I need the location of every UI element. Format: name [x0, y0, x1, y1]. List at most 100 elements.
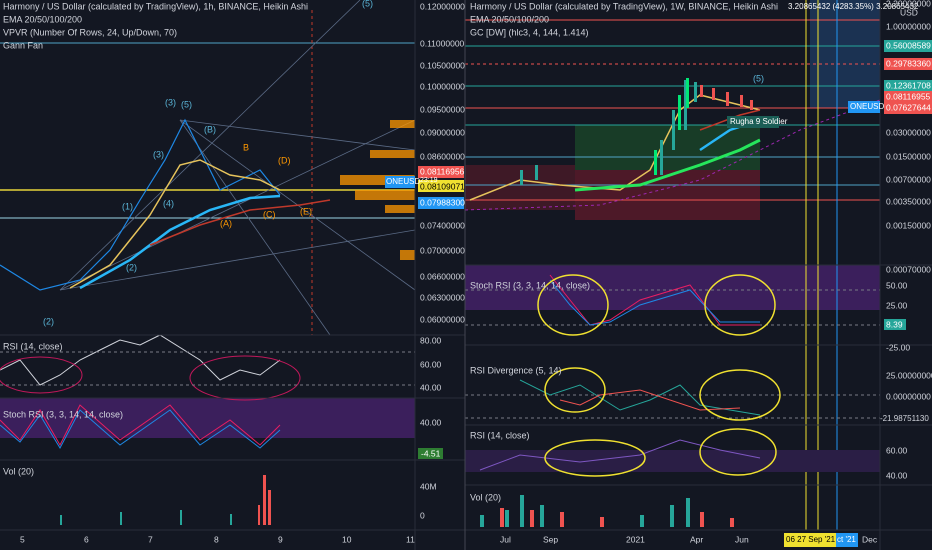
price-label: 0.08600000	[420, 151, 465, 161]
time-label: 23:19	[420, 177, 438, 184]
pane-title: RSI (14, close)	[470, 430, 530, 440]
axis-label: 0.00000000	[886, 391, 931, 401]
x-label: 8	[214, 534, 219, 544]
right-price-axis: ONEUSD USD 2.20000000 1.00000000 0.56008…	[848, 0, 932, 274]
price-label: 0.10500000	[420, 60, 465, 70]
x-label: 06 27 Sep '21	[786, 535, 836, 544]
waves: (5) (3) (5) (B) (1) (3) (4) (2) (2) B (D…	[43, 0, 373, 326]
wave-label: B	[243, 142, 249, 152]
x-label: 6	[84, 534, 89, 544]
x-label: 9	[278, 534, 283, 544]
price-label: 0.29783360	[886, 58, 931, 68]
wave-label: (1)	[122, 201, 133, 211]
pane-title: RSI Divergence (5, 14)	[470, 365, 562, 375]
wave-label: (2)	[126, 262, 137, 272]
axis-label: 25.00000000	[886, 370, 932, 380]
x-label: 10	[342, 534, 352, 544]
axis-label: 40.00	[420, 417, 442, 427]
price-label: 0.00150000	[886, 220, 931, 230]
price-label: 0.08116955	[886, 91, 931, 101]
price-label: 0.00070000	[886, 264, 931, 274]
header-line: VPVR (Number Of Rows, 24, Up/Down, 70)	[3, 27, 177, 37]
axis-label: 40.00	[886, 470, 908, 480]
right-chart: Rugha 9 Soldier (5)	[464, 0, 932, 550]
wave-label: (B)	[204, 124, 216, 134]
left-chart	[0, 0, 465, 550]
price-label: 0.07627644	[886, 102, 931, 112]
price-label: 0.07988300	[420, 197, 465, 207]
price-label: 0.06000000	[420, 314, 465, 324]
wave-label: (C)	[263, 209, 276, 219]
price-label: 0.12361708	[886, 80, 931, 90]
header-line: Gann Fan	[3, 40, 43, 50]
price-label: 0.10000000	[420, 81, 465, 91]
currency: USD	[900, 7, 918, 17]
pane-title: Stoch RSI (3, 3, 14, 14, close)	[3, 409, 123, 419]
tag-box	[727, 116, 779, 128]
price-label: 0.09500000	[420, 104, 465, 114]
price-label: 2.20000000	[886, 0, 931, 8]
tag-label: Rugha 9 Soldier	[730, 117, 788, 126]
wave-label: (3)	[153, 149, 164, 159]
price-label: 0.06600000	[420, 271, 465, 281]
wave-label: (D)	[278, 155, 291, 165]
x-label: 5	[20, 534, 25, 544]
wave-label: (2)	[43, 316, 54, 326]
axis-label: 60.00	[886, 445, 908, 455]
axis-label: 0	[420, 510, 425, 520]
axis-label: 60.00	[420, 359, 442, 369]
price-label: 0.07400000	[420, 220, 465, 230]
axis-label: -25.00	[886, 342, 910, 352]
left-price-axis: ONEUSD 0.12000000 0.11000000 0.10500000 …	[385, 1, 465, 324]
left-header: Harmony / US Dollar (calculated by Tradi…	[3, 1, 308, 50]
right-x-axis: Jul Sep 2021 Apr Jun 06 27 Sep '21 ct '2…	[500, 533, 878, 547]
x-label: Sep	[543, 534, 558, 544]
vpvr	[340, 120, 415, 260]
price-label: 0.07000000	[420, 245, 465, 255]
wave-label: (5)	[181, 99, 192, 109]
right-header: Harmony / US Dollar (calculated by Tradi…	[470, 1, 919, 37]
header-line: GC [DW] (hlc3, 4, 144, 1.414)	[470, 27, 589, 37]
x-label: 7	[148, 534, 153, 544]
axis-label: -21.98751130	[880, 414, 929, 423]
price-label: 0.56008589	[886, 40, 931, 50]
x-label: Dec	[862, 534, 878, 544]
left-indicators: RSI (14, close) 80.00 60.00 40.00 Stoch …	[3, 335, 443, 520]
pane-title: Vol (20)	[3, 466, 34, 476]
price-label: 0.00350000	[886, 196, 931, 206]
top-label: 3.20865432 (4283.35%) 3.20865432	[788, 2, 919, 11]
right-indicators: Stoch RSI (3, 3, 14, 14, close) 50.00 25…	[470, 280, 932, 502]
axis-label: 40.00	[420, 382, 442, 392]
price-label: 1.00000000	[886, 21, 931, 31]
x-label: Jun	[735, 534, 749, 544]
x-label: Apr	[690, 534, 703, 544]
header-line: Harmony / US Dollar (calculated by Tradi…	[470, 1, 778, 11]
left-x-axis: 5 6 7 8 9 10 11	[20, 534, 415, 544]
wave-label: (4)	[163, 198, 174, 208]
x-label: Jul	[500, 534, 511, 544]
axis-label: 25.00	[886, 300, 908, 310]
wave-label: (5)	[753, 73, 764, 83]
pane-title: Vol (20)	[470, 492, 501, 502]
pane-title: RSI (14, close)	[3, 341, 63, 351]
axis-label: 50.00	[886, 280, 908, 290]
wave-label: (A)	[220, 218, 232, 228]
wave-label: (E)	[300, 206, 312, 216]
symbol-tag: ONEUSD	[850, 102, 884, 111]
symbol-tag: ONEUSD	[386, 177, 420, 186]
header-line: EMA 20/50/100/200	[470, 14, 549, 24]
axis-label: 80.00	[420, 335, 442, 345]
x-label: ct '21	[837, 535, 856, 544]
price-label: 0.08109071	[420, 181, 465, 191]
x-label: 11	[406, 534, 415, 544]
wave-label: (3)	[165, 97, 176, 107]
price-label: 0.01500000	[886, 151, 931, 161]
header-line: Harmony / US Dollar (calculated by Tradi…	[3, 1, 308, 11]
header-line: EMA 20/50/100/200	[3, 14, 82, 24]
price-label: 0.11000000	[420, 38, 465, 48]
wave-label: (5)	[362, 0, 373, 8]
axis-label: 8.39	[886, 319, 903, 329]
price-label: 0.06300000	[420, 292, 465, 302]
price-label: 0.08116956	[420, 166, 465, 176]
